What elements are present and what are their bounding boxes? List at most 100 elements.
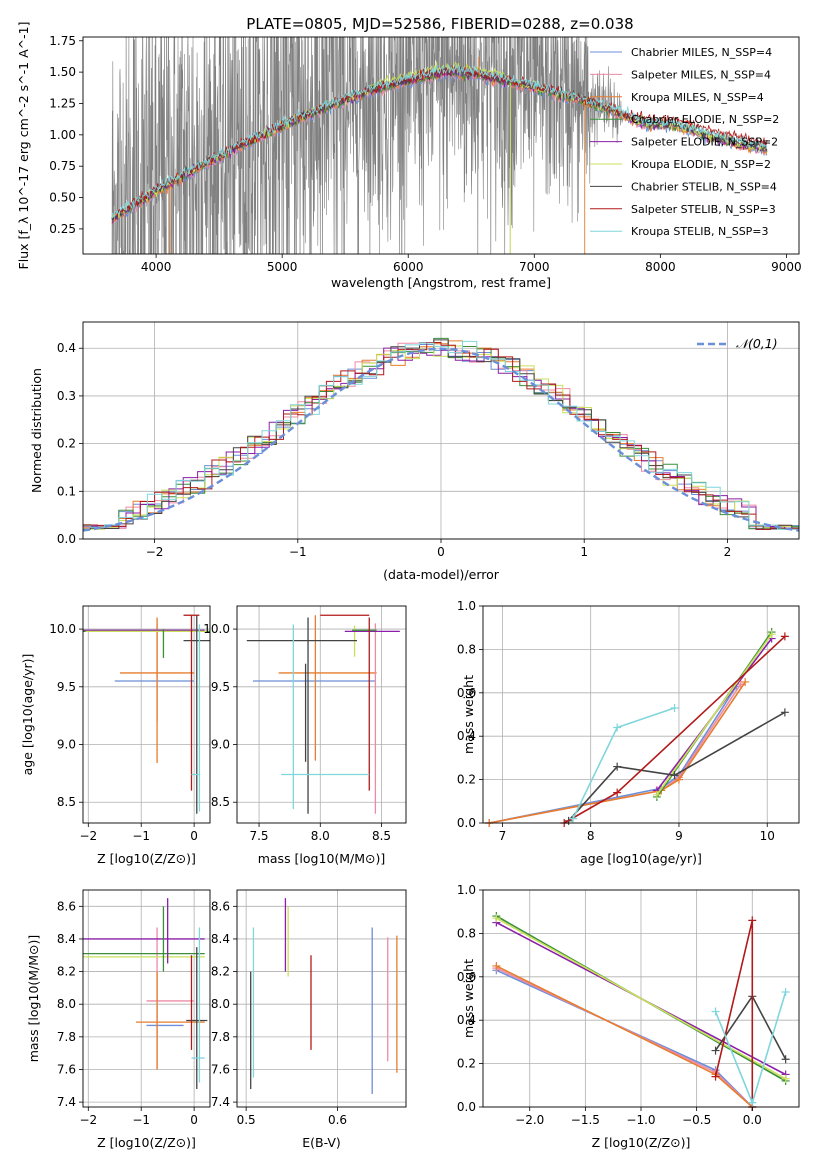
y-tick-label: 0.0 xyxy=(457,816,476,830)
spectrum-model-line xyxy=(111,66,768,223)
y-tick-label: 0.75 xyxy=(49,159,76,173)
mass-vs-Z-ylabel: mass [log10(M/M⊙)] xyxy=(26,935,41,1063)
spectrum-panel: 4000 5000 6000 7000 8000 9000 0.25 0.50 0.75 1.00… xyxy=(16,22,802,290)
normal-curve xyxy=(83,347,799,532)
x-tick-label: 0.0 xyxy=(743,1113,762,1127)
spectrum-xlabel: wavelength [Angstrom, rest frame] xyxy=(331,275,551,290)
axes-frame xyxy=(482,605,800,824)
errorbar-point xyxy=(278,615,377,761)
y-tick-label: 1.0 xyxy=(457,883,476,897)
age-vs-Z-ylabel: age [log10(age/yr)] xyxy=(20,654,35,776)
legend-entry: Chabrier MILES, N_SSP=4 xyxy=(631,46,772,59)
y-tick-label: 0.25 xyxy=(49,222,76,236)
age-vs-mass-xlabel: mass [log10(M/M⊙)] xyxy=(258,851,386,866)
age-vs-mass-panel: 7.5 8.0 8.5 8.5 9.0 9.5 10.0 mass [log10(M/M⊙)] xyxy=(203,605,407,866)
x-tick-label: 0.6 xyxy=(328,1113,347,1127)
y-tick-label: 8.2 xyxy=(57,965,76,979)
x-tick-label: 10 xyxy=(760,829,775,843)
errorbar-point xyxy=(183,615,210,814)
weight-vs-age-xlabel: age [log10(age/yr)] xyxy=(580,851,702,866)
weight-vs-age-ylabel: mass weight xyxy=(461,675,476,754)
spectrum-model-line xyxy=(111,64,768,218)
histogram-series xyxy=(83,342,799,530)
y-tick-label: 10.0 xyxy=(49,622,76,636)
x-tick-label: 0 xyxy=(437,545,445,559)
y-tick-label: 0.3 xyxy=(57,389,76,403)
weight-marker xyxy=(674,775,683,784)
y-tick-label: 1.0 xyxy=(457,599,476,613)
weight-line xyxy=(656,633,773,796)
spectrum-data-line xyxy=(111,37,623,254)
legend-entry: Salpeter MILES, N_SSP=4 xyxy=(631,68,771,81)
errorbar-point xyxy=(191,927,205,1083)
histogram-series xyxy=(83,339,799,530)
x-tick-label: 5000 xyxy=(267,260,298,274)
histogram-series xyxy=(83,340,799,530)
y-tick-label: 7.8 xyxy=(211,1030,230,1044)
x-tick-label: 4000 xyxy=(141,260,172,274)
residuals-panel: −2 −1 0 1 2 0.0 0.1 0.2 0.3 0.4 (data-model)/error… xyxy=(29,321,800,582)
mass-vs-EBV-panel: 0.5 0.6 7.4 7.6 7.8 8.0 8.2 8.4 8.6 E(B-V) xyxy=(211,889,407,1150)
y-tick-label: 0.2 xyxy=(57,437,76,451)
x-tick-label: −1 xyxy=(132,1113,150,1127)
y-tick-label: 8.5 xyxy=(211,795,230,809)
x-tick-label: 8.0 xyxy=(311,829,330,843)
y-tick-label: 0.8 xyxy=(457,642,476,656)
axes-frame xyxy=(236,605,407,824)
y-tick-label: 1.25 xyxy=(49,96,76,110)
weight-series xyxy=(711,987,790,1107)
y-tick-label: 1.75 xyxy=(49,34,76,48)
legend-normal-label: 𝒩(0,1) xyxy=(736,336,778,351)
weight-marker xyxy=(613,762,622,771)
legend-entry: Kroupa STELIB, N_SSP=3 xyxy=(631,225,769,238)
spectrum-plot-area xyxy=(111,37,768,254)
weight-series xyxy=(492,914,790,1083)
y-tick-label: 10.0 xyxy=(203,622,230,636)
y-tick-label: 0.0 xyxy=(57,532,76,546)
weight-series xyxy=(652,630,776,799)
weight-vs-Z-xlabel: Z [log10(Z/Z⊙)] xyxy=(592,1135,691,1150)
y-tick-label: 8.5 xyxy=(57,795,76,809)
weight-marker xyxy=(492,914,501,923)
x-tick-label: 0 xyxy=(190,829,198,843)
y-tick-label: 9.5 xyxy=(57,680,76,694)
x-tick-label: −2 xyxy=(79,1113,97,1127)
weight-line xyxy=(496,917,786,1080)
y-tick-label: 9.0 xyxy=(211,738,230,752)
x-tick-label: −1.0 xyxy=(626,1113,655,1127)
y-tick-label: 0.8 xyxy=(457,926,476,940)
weight-marker xyxy=(748,916,757,925)
weight-marker xyxy=(670,703,679,712)
residuals-xlabel: (data-model)/error xyxy=(383,567,500,582)
x-tick-label: 7000 xyxy=(519,260,550,274)
axes-frame xyxy=(82,605,211,824)
y-tick-label: 8.0 xyxy=(211,997,230,1011)
x-tick-label: −2 xyxy=(79,829,97,843)
errorbar-point xyxy=(246,617,358,814)
x-tick-label: −1 xyxy=(132,829,150,843)
weight-marker xyxy=(748,1098,757,1107)
weight-marker xyxy=(670,771,679,780)
x-tick-label: 8.5 xyxy=(372,829,391,843)
legend-entry: Chabrier STELIB, N_SSP=4 xyxy=(631,180,777,193)
legend-entry: Kroupa ELODIE, N_SSP=2 xyxy=(631,158,771,171)
x-tick-label: 1 xyxy=(580,545,588,559)
weight-marker xyxy=(492,961,501,970)
y-tick-label: 8.6 xyxy=(57,899,76,913)
y-tick-label: 1.00 xyxy=(49,128,76,142)
x-tick-label: −1.5 xyxy=(571,1113,600,1127)
mass-vs-Z-panel: −2 −1 0 7.4 7.6 7.8 8.0 8.2 8.4 8.6 Z [log10(Z/Z⊙)… xyxy=(26,889,211,1150)
weight-line xyxy=(568,711,786,822)
errorbar-point xyxy=(183,614,200,791)
weight-marker xyxy=(613,788,622,797)
weight-marker xyxy=(711,1072,720,1081)
y-tick-label: 9.0 xyxy=(57,738,76,752)
y-tick-label: 0.6 xyxy=(457,970,476,984)
weight-marker xyxy=(652,790,661,799)
weight-line xyxy=(489,685,737,824)
x-tick-label: 0 xyxy=(190,1113,198,1127)
weight-marker xyxy=(569,814,578,823)
x-tick-label: 8000 xyxy=(645,260,676,274)
legend-entry: Salpeter ELODIE, N_SSP=2 xyxy=(631,136,778,149)
